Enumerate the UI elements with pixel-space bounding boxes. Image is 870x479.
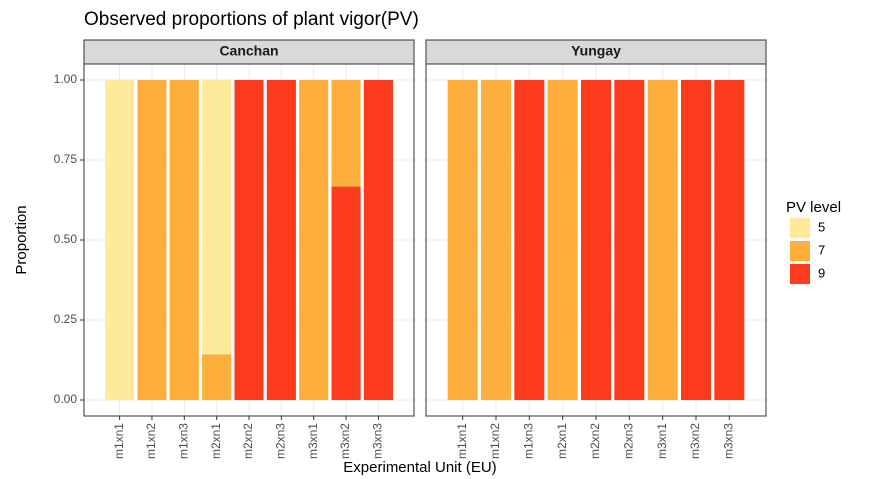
strip [83,39,415,65]
bar-segment [647,80,678,400]
bar-segment [681,80,711,400]
x-tick-label: m2xn1 [209,423,223,459]
bar-segment [331,80,361,187]
bar-segment [202,354,232,400]
x-tick-label: m1xn1 [455,423,469,459]
legend-key [790,218,810,238]
bar-segment [331,186,361,400]
bar-segment [299,80,329,400]
bar-segment [363,80,393,400]
bar-segment [447,80,478,400]
legend-key [790,264,810,284]
y-tick-label: 0.00 [54,392,78,406]
legend-key [790,241,810,261]
x-tick-label: m1xn2 [144,423,158,459]
x-tick-label: m2xn2 [588,423,602,459]
bar-segment [547,80,578,400]
x-tick-label: m1xn1 [112,423,126,459]
legend-title: PV level [786,199,841,216]
x-tick-label: m2xn3 [274,423,288,459]
legend-label: 9 [818,265,825,280]
y-axis-label: Proportion [13,205,30,274]
y-tick-label: 0.75 [54,152,78,166]
x-tick-label: m2xn2 [241,423,255,459]
x-tick-label: m2xn1 [555,423,569,459]
panel-border [83,63,415,417]
x-tick-label: m3xn1 [655,423,669,459]
x-tick-label: m2xn3 [622,423,636,459]
bar-segment [581,80,611,400]
legend-label: 5 [818,219,825,234]
x-tick-label: m3xn3 [722,423,736,459]
x-tick-label: m3xn2 [338,423,352,459]
x-tick-label: m1xn2 [488,423,502,459]
bar-segment [202,80,232,355]
x-tick-label: m1xn3 [522,423,536,459]
x-axis-label: Experimental Unit (EU) [343,459,496,476]
x-tick-label: m1xn3 [176,423,190,459]
x-tick-label: m3xn2 [688,423,702,459]
bar-segment [266,80,296,400]
bar-segment [714,80,745,400]
bar-segment [234,80,264,400]
y-tick-label: 0.25 [54,312,78,326]
bar-segment [169,80,199,400]
bar-segment [614,80,645,400]
strip-label: Yungay [571,43,621,59]
x-tick-label: m3xn1 [306,423,320,459]
strip-label: Canchan [219,43,278,59]
bar-segment [137,80,167,400]
bar-segment [105,80,135,400]
panel-border [425,63,767,417]
legend-label: 7 [818,242,825,257]
y-tick-label: 0.50 [54,232,78,246]
x-tick-label: m3xn3 [371,423,385,459]
y-tick-label: 1.00 [54,72,78,86]
bar-segment [481,80,511,400]
bar-segment [514,80,545,400]
chart-title: Observed proportions of plant vigor(PV) [84,9,419,30]
